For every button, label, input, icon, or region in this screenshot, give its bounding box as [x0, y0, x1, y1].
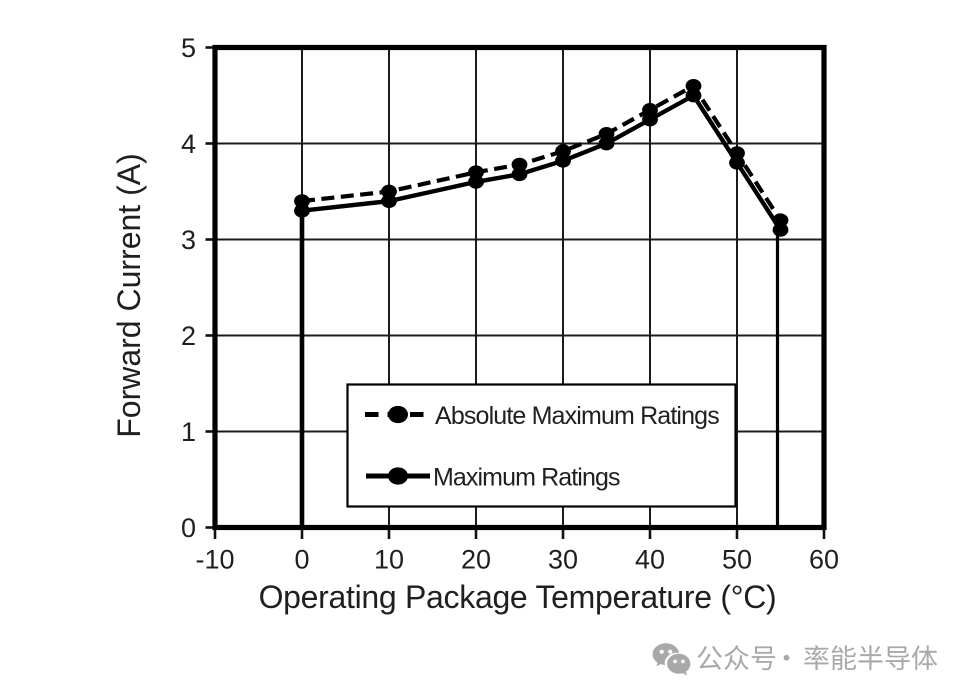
svg-text:1: 1 — [181, 417, 196, 447]
svg-text:40: 40 — [635, 545, 665, 575]
svg-text:Maximum Ratings: Maximum Ratings — [433, 464, 620, 492]
svg-text:0: 0 — [294, 545, 309, 575]
svg-text:Forward Current (A): Forward Current (A) — [111, 153, 147, 438]
svg-text:50: 50 — [722, 545, 752, 575]
svg-text:2: 2 — [181, 321, 196, 351]
svg-text:0: 0 — [181, 513, 196, 543]
svg-text:20: 20 — [461, 545, 491, 575]
svg-text:3: 3 — [181, 225, 196, 255]
svg-text:10: 10 — [374, 545, 404, 575]
svg-text:30: 30 — [548, 545, 578, 575]
svg-text:-10: -10 — [195, 545, 234, 575]
svg-text:Absolute Maximum Ratings: Absolute Maximum Ratings — [435, 402, 719, 430]
svg-text:60: 60 — [809, 545, 839, 575]
svg-text:5: 5 — [181, 33, 196, 63]
svg-text:Operating Package Temperature: Operating Package Temperature (°C) — [259, 579, 777, 615]
svg-text:4: 4 — [181, 129, 196, 159]
